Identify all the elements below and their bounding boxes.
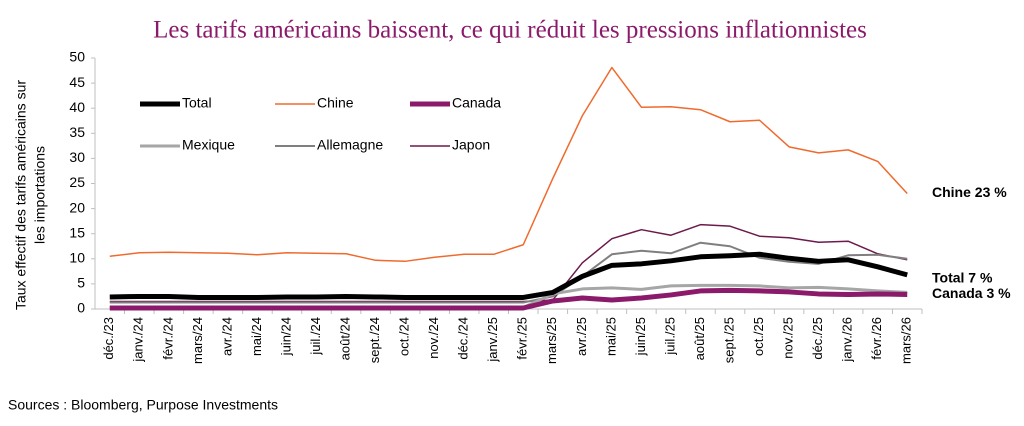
y-tick-label: 10 (69, 250, 85, 266)
x-tick-label: nov./25 (781, 317, 796, 359)
y-axis-label: les importations (32, 146, 48, 244)
x-tick-label: mars/26 (899, 317, 914, 364)
x-tick-label: sept./25 (721, 317, 736, 363)
x-tick-label: mars/24 (190, 317, 205, 364)
y-tick-label: 45 (69, 74, 85, 90)
x-tick-label: déc./23 (101, 317, 116, 360)
legend-label: Total (182, 95, 212, 111)
annotation: Canada 3 % (932, 285, 1011, 301)
source-note: Sources : Bloomberg, Purpose Investments (8, 397, 278, 413)
series-line (109, 66, 908, 263)
y-tick-label: 50 (69, 49, 85, 65)
y-tick-label: 40 (69, 99, 85, 115)
annotation: Total 7 % (932, 270, 993, 286)
x-tick-label: avr./25 (574, 317, 589, 356)
x-tick-label: oct./24 (397, 317, 412, 356)
x-tick-label: sept./24 (367, 317, 382, 363)
x-tick-label: juil./25 (662, 317, 677, 356)
legend-label: Allemagne (317, 137, 383, 153)
series-line (109, 223, 908, 303)
x-tick-label: janv./26 (840, 317, 855, 363)
x-tick-label: juin/25 (633, 317, 648, 356)
x-tick-label: juil./24 (308, 317, 323, 356)
annotation: Chine 23 % (932, 184, 1007, 200)
x-tick-label: mai/25 (603, 317, 618, 356)
x-tick-label: févr./25 (515, 317, 530, 360)
x-tick-label: août/24 (337, 317, 352, 360)
chart-title: Les tarifs américains baissent, ce qui r… (153, 17, 867, 44)
x-tick-label: août/25 (692, 317, 707, 360)
y-tick-label: 0 (77, 300, 85, 316)
legend-label: Japon (452, 137, 490, 153)
x-tick-label: mars/25 (544, 317, 559, 364)
y-axis-label: Taux effectif des tarifs américains sur (13, 80, 29, 310)
legend-label: Mexique (182, 137, 235, 153)
y-tick-label: 20 (69, 199, 85, 215)
y-tick-label: 5 (77, 275, 85, 291)
series-line (109, 251, 908, 300)
x-tick-label: déc./25 (810, 317, 825, 360)
x-tick-label: juin/24 (278, 317, 293, 356)
x-tick-label: avr./24 (219, 317, 234, 356)
series-line (109, 241, 908, 304)
legend-label: Chine (317, 95, 354, 111)
x-tick-label: févr./24 (160, 317, 175, 360)
y-tick-label: 35 (69, 124, 85, 140)
x-tick-label: déc./24 (456, 317, 471, 360)
x-tick-label: janv./24 (131, 317, 146, 363)
x-tick-label: mai/24 (249, 317, 264, 356)
y-tick-label: 30 (69, 149, 85, 165)
y-tick-label: 15 (69, 224, 85, 240)
x-tick-label: oct./25 (751, 317, 766, 356)
x-tick-label: nov./24 (426, 317, 441, 359)
series-line (109, 287, 908, 311)
legend-label: Canada (452, 95, 501, 111)
x-tick-label: févr./26 (869, 317, 884, 360)
y-tick-label: 25 (69, 174, 85, 190)
x-tick-label: janv./25 (485, 317, 500, 363)
